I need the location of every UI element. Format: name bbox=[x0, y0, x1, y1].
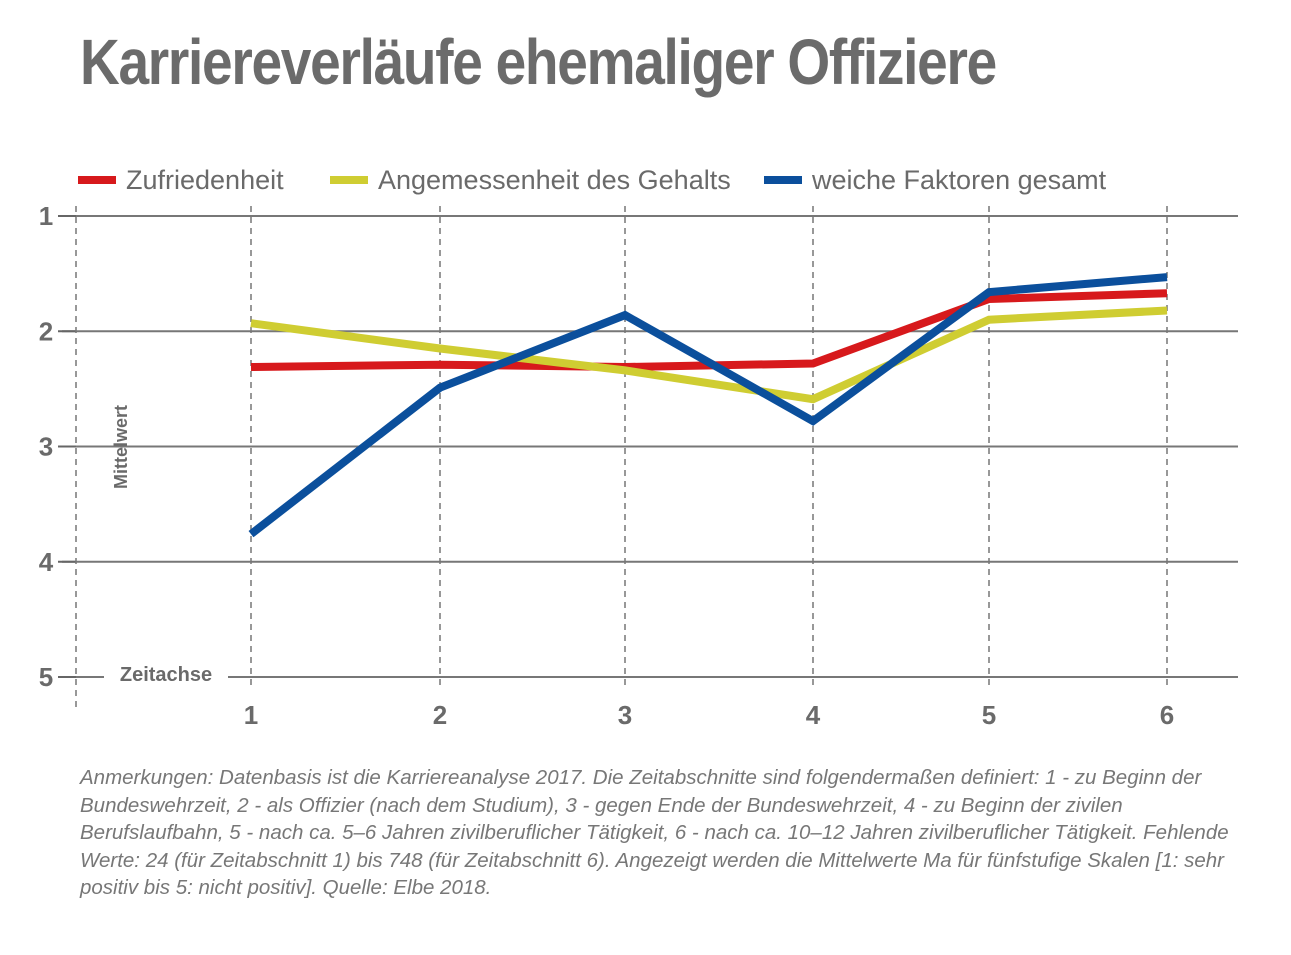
series-layer bbox=[248, 273, 1168, 538]
x-tick-label-3: 3 bbox=[618, 700, 632, 730]
y-tick-label-2: 2 bbox=[39, 316, 53, 346]
legend-label-weiche-faktoren: weiche Faktoren gesamt bbox=[812, 164, 1107, 195]
y-tick-label-3: 3 bbox=[39, 432, 53, 462]
legend-swatch-angemessenheit bbox=[330, 176, 368, 184]
y-axis-label: Mittelwert bbox=[111, 405, 131, 489]
legend-label-zufriedenheit: Zufriedenheit bbox=[126, 164, 284, 195]
legend-swatch-weiche-faktoren bbox=[764, 176, 802, 184]
series-line-1 bbox=[250, 289, 1168, 372]
series-line-2 bbox=[250, 306, 1168, 404]
chart-title: Karriereverläufe ehemaliger Offiziere bbox=[80, 26, 997, 98]
legend-label-angemessenheit: Angemessenheit des Gehalts bbox=[378, 164, 731, 195]
x-tick-label-5: 5 bbox=[982, 700, 996, 730]
x-axis-label-bg bbox=[104, 660, 228, 686]
y-tick-label-4: 4 bbox=[39, 547, 54, 577]
legend-item-angemessenheit: Angemessenheit des Gehalts bbox=[330, 160, 731, 200]
label-layer: Mittelwert Zeitachse 1 2 3 4 5 1 2 3 4 5 6 bbox=[39, 201, 1174, 730]
legend-swatch-zufriedenheit bbox=[78, 176, 116, 184]
y-tick-label-1: 1 bbox=[39, 201, 53, 231]
x-tick-label-6: 6 bbox=[1160, 700, 1174, 730]
grid-layer bbox=[58, 206, 1238, 712]
legend-item-weiche-faktoren: weiche Faktoren gesamt bbox=[764, 160, 1106, 200]
x-tick-label-2: 2 bbox=[433, 700, 447, 730]
x-axis-label: Zeitachse bbox=[120, 664, 212, 686]
x-tick-label-4: 4 bbox=[806, 700, 821, 730]
legend: Zufriedenheit Angemessenheit des Gehalts… bbox=[0, 160, 1291, 200]
legend-item-zufriedenheit: Zufriedenheit bbox=[78, 160, 284, 200]
x-tick-label-1: 1 bbox=[244, 700, 258, 730]
y-tick-label-5: 5 bbox=[39, 662, 53, 692]
chart-notes: Anmerkungen: Datenbasis ist die Karriere… bbox=[80, 766, 1229, 899]
series-line-3 bbox=[248, 273, 1168, 538]
